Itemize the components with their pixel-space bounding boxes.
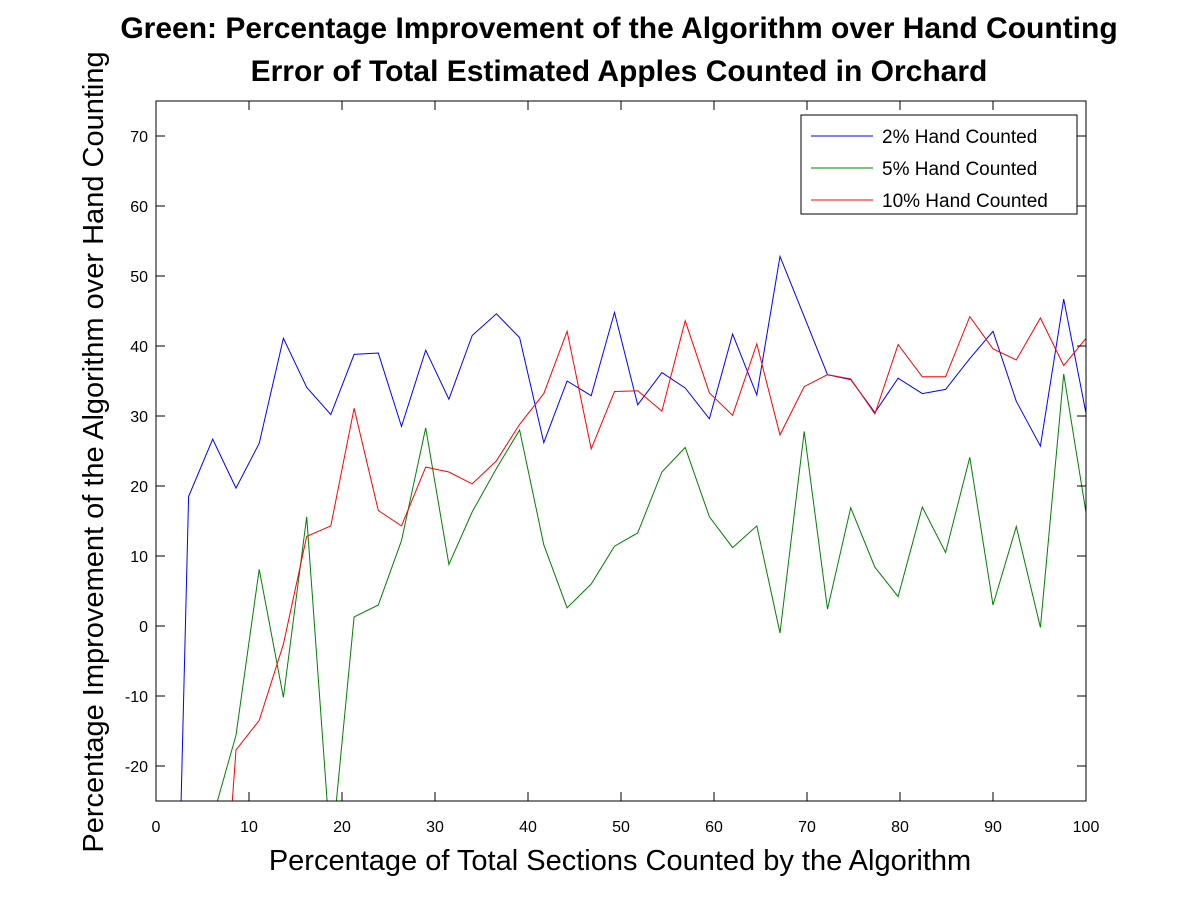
- chart-title-line-1: Green: Percentage Improvement of the Alg…: [120, 12, 1117, 45]
- series-line-0: [180, 254, 1087, 802]
- y-tick-label: 50: [130, 269, 148, 286]
- series-line-2: [231, 315, 1087, 802]
- y-axis-label: Percentage Improvement of the Algorithm …: [78, 51, 110, 852]
- legend-label-10pct: 10% Hand Counted: [882, 191, 1048, 212]
- y-tick-label: -10: [125, 689, 148, 706]
- x-tick-label: 70: [798, 819, 816, 836]
- series-line-1: [216, 373, 1087, 802]
- legend-box: [800, 114, 1078, 215]
- x-tick-label: 90: [984, 819, 1002, 836]
- x-tick-label: 80: [891, 819, 909, 836]
- x-tick-label: 60: [705, 819, 723, 836]
- y-tick-label: 10: [130, 549, 148, 566]
- ticks: 0 10 20 30 40 50 60 70 80 90 100 -20 -10 0 10 20 30 40 50 6…: [125, 101, 1100, 836]
- legend-label-5pct: 5% Hand Counted: [882, 159, 1037, 180]
- legend-label-2pct: 2% Hand Counted: [882, 127, 1037, 148]
- y-tick-label: 40: [130, 339, 148, 356]
- x-axis-label: Percentage of Total Sections Counted by …: [269, 845, 971, 877]
- y-tick-label: 30: [130, 409, 148, 426]
- y-tick-label: 0: [139, 619, 148, 636]
- x-tick-label: 20: [333, 819, 351, 836]
- y-tick-label: -20: [125, 759, 148, 776]
- x-tick-label: 0: [152, 819, 161, 836]
- y-tick-label: 60: [130, 199, 148, 216]
- y-tick-label: 70: [130, 129, 148, 146]
- x-tick-label: 100: [1073, 819, 1100, 836]
- x-tick-label: 30: [426, 819, 444, 836]
- series-lines: [180, 254, 1087, 802]
- legend: 2% Hand Counted 5% Hand Counted 10% Hand…: [800, 114, 1078, 215]
- y-tick-label: 20: [130, 479, 148, 496]
- x-tick-label: 40: [519, 819, 537, 836]
- x-tick-label: 50: [612, 819, 630, 836]
- x-tick-label: 10: [240, 819, 258, 836]
- chart-title-line-2: Error of Total Estimated Apples Counted …: [251, 55, 988, 88]
